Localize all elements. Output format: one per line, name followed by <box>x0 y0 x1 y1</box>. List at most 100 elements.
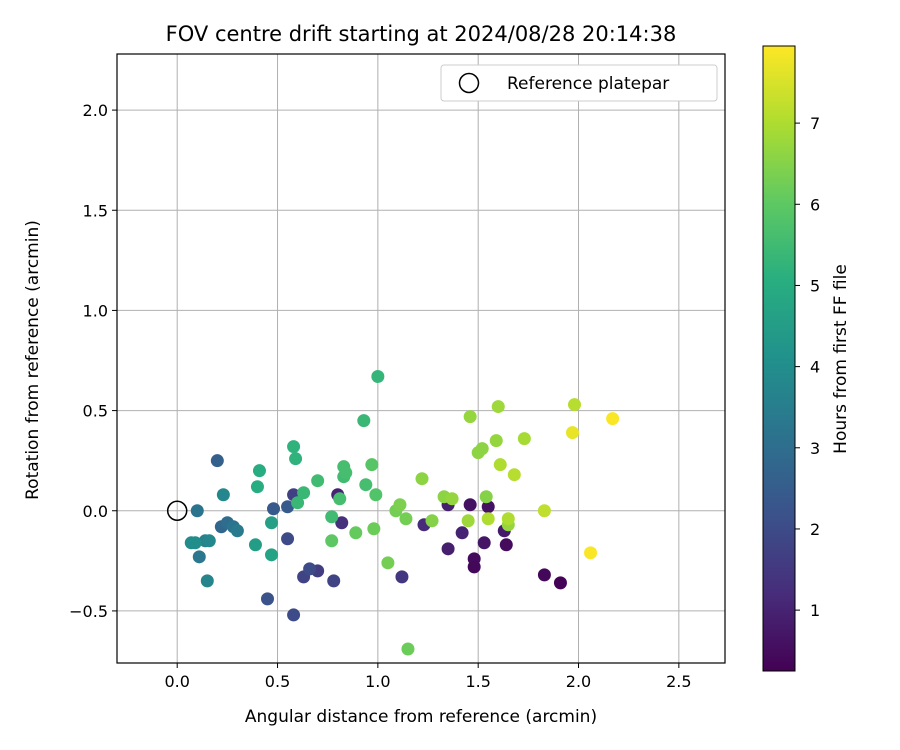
data-point <box>333 492 347 506</box>
data-point <box>250 480 264 494</box>
y-tick-label: −0.5 <box>69 602 108 621</box>
data-point <box>325 534 339 548</box>
data-point <box>365 458 379 472</box>
data-point <box>281 500 295 514</box>
data-point <box>335 516 349 530</box>
data-point <box>267 502 281 516</box>
data-point <box>190 504 204 518</box>
x-tick-label: 2.0 <box>566 672 591 691</box>
data-point <box>367 522 381 536</box>
data-point <box>260 592 274 606</box>
data-point <box>568 398 582 412</box>
data-point <box>481 512 495 526</box>
y-tick-label: 2.0 <box>83 101 108 120</box>
data-point <box>200 574 214 588</box>
legend-box <box>440 64 718 102</box>
x-tick-label: 1.0 <box>365 672 390 691</box>
data-point <box>441 542 455 556</box>
data-point <box>252 464 266 478</box>
data-point <box>463 410 477 424</box>
data-point <box>584 546 598 560</box>
data-point <box>359 478 373 492</box>
reference-marker <box>166 500 188 521</box>
data-point <box>475 442 489 456</box>
data-point <box>216 488 230 502</box>
data-point <box>248 538 262 552</box>
x-tick-label: 2.5 <box>666 672 691 691</box>
reference-point <box>166 500 188 521</box>
colorbar-tick-label: 4 <box>810 358 820 377</box>
data-point <box>369 488 383 502</box>
x-tick-label: 0.5 <box>265 672 290 691</box>
data-point <box>399 512 413 526</box>
data-point <box>401 642 415 656</box>
data-point <box>499 538 513 552</box>
data-point <box>325 510 339 524</box>
colorbar-tick-label: 3 <box>810 439 820 458</box>
data-point <box>230 524 244 538</box>
data-point <box>289 452 303 466</box>
data-point <box>297 486 311 500</box>
colorbar-label: Hours from first FF file <box>831 264 851 454</box>
data-point <box>265 548 279 562</box>
data-point <box>393 498 407 512</box>
data-point <box>455 526 469 540</box>
data-point <box>291 496 305 510</box>
data-point <box>537 504 551 518</box>
chart-title: FOV centre drift starting at 2024/08/28 … <box>166 22 677 46</box>
data-point <box>517 432 531 446</box>
data-point <box>461 514 475 528</box>
data-point <box>339 466 353 480</box>
data-point <box>606 412 620 426</box>
legend-label: Reference platepar <box>507 74 669 94</box>
data-point <box>287 608 301 622</box>
data-point <box>357 414 371 428</box>
data-point <box>303 562 317 576</box>
data-point <box>493 458 507 472</box>
data-point <box>287 440 301 454</box>
colorbar-tick-label: 2 <box>810 520 820 539</box>
data-point <box>265 516 279 530</box>
x-tick-label: 1.5 <box>465 672 490 691</box>
x-tick-label: 0.0 <box>164 672 189 691</box>
y-tick-label: 0.0 <box>83 502 108 521</box>
data-point <box>381 556 395 570</box>
data-point <box>467 560 481 574</box>
data-point <box>425 514 439 528</box>
data-point <box>210 454 224 468</box>
colorbar-ticks: 1 2 3 4 5 6 7 <box>795 114 820 620</box>
y-tick-label: 1.0 <box>83 301 108 320</box>
data-point <box>537 568 551 582</box>
data-point <box>463 498 477 512</box>
colorbar-tick-label: 6 <box>810 195 820 214</box>
plot-frame <box>116 53 726 664</box>
data-point <box>188 536 202 550</box>
colorbar-tick-label: 1 <box>810 601 820 620</box>
data-point <box>479 490 493 504</box>
data-point <box>477 536 491 550</box>
data-point <box>349 526 363 540</box>
colorbar: 1 2 3 4 5 6 7 Hours from first FF file <box>762 45 851 672</box>
data-point <box>445 492 459 506</box>
data-point <box>371 370 385 384</box>
data-point <box>192 550 206 564</box>
data-point <box>489 434 503 448</box>
data-point <box>415 472 429 486</box>
data-point <box>327 574 341 588</box>
legend: Reference platepar <box>440 64 718 102</box>
data-point <box>501 512 515 526</box>
grid-lines <box>117 54 725 663</box>
colorbar-tick-label: 7 <box>810 114 820 133</box>
data-point <box>553 576 567 590</box>
y-tick-label: 0.5 <box>83 402 108 421</box>
x-axis-label: Angular distance from reference (arcmin) <box>245 707 597 727</box>
data-point <box>311 474 325 488</box>
data-point <box>395 570 409 584</box>
data-point <box>481 500 495 514</box>
y-axis-ticks: −0.5 0.0 0.5 1.0 1.5 2.0 <box>69 101 117 621</box>
colorbar-gradient <box>762 45 796 672</box>
data-point <box>507 468 521 482</box>
data-points <box>184 370 620 656</box>
legend-marker-icon <box>458 72 480 94</box>
